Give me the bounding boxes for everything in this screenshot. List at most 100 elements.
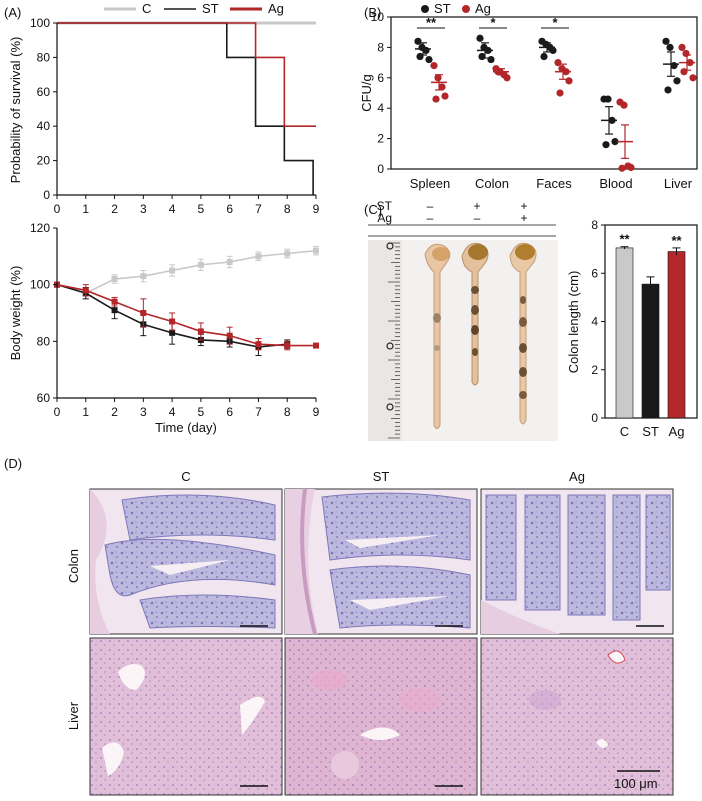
- cfu-sig-label-colon: *: [490, 15, 496, 30]
- stool-st-4: [472, 348, 478, 356]
- bodyweight-line-c: [56, 249, 317, 295]
- ruler-number-bottom: [386, 403, 394, 411]
- legend-label-c: C: [142, 1, 151, 16]
- bodyweight-point-ag-4: [169, 318, 176, 325]
- cfu-point-ag-liver-0: [678, 43, 686, 52]
- cfu-point-st-liver-0: [662, 37, 670, 45]
- survival-xtick-label-9: 9: [313, 202, 320, 216]
- panel-label-c: (C): [364, 202, 382, 217]
- survival-xtick-label-4: 4: [169, 202, 176, 216]
- stool-ag-4: [519, 367, 527, 377]
- cfu-point-ag-spleen-0: [430, 62, 438, 70]
- legend-label-cfu-st: ST: [434, 1, 451, 16]
- cfu-point-ag-spleen-3: [441, 92, 449, 100]
- bodyweight-xtick-label-3: 3: [140, 405, 147, 419]
- legend-cfu: ST Ag: [421, 1, 491, 16]
- histology-row-label-liver: Liver: [66, 701, 81, 730]
- cfu-point-ag-spleen-2: [438, 83, 446, 91]
- cfu-point-st-liver-4: [664, 86, 672, 94]
- panel-label-b: (B): [364, 5, 381, 20]
- cfu-point-st-blood-4: [602, 141, 610, 149]
- cfu-point-st-faces-4: [540, 52, 548, 61]
- cfu-ytick-label-0: 0: [377, 162, 384, 176]
- legend-label-ag: Ag: [268, 1, 284, 16]
- colon-length-sig-ag: **: [671, 233, 682, 248]
- cfu-point-st-blood-3: [611, 138, 619, 146]
- bodyweight-point-c-3: [140, 273, 147, 280]
- cfu-xtick-label-liver: Liver: [664, 176, 693, 191]
- cecum-c: [432, 247, 450, 261]
- bodyweight-point-ag-8: [284, 342, 291, 349]
- bodyweight-point-c-6: [226, 259, 233, 265]
- colon-length-chart: 0 2 4 6 8 ** ** C ST Ag Colon length (cm): [566, 218, 698, 439]
- survival-ytick-label-80: 80: [37, 50, 51, 64]
- stool-c-2: [434, 345, 440, 351]
- bodyweight-point-ag-2: [111, 298, 118, 305]
- cecum-ag: [515, 244, 535, 260]
- treatment-mark-ag-0: –: [427, 211, 434, 225]
- colon-length-bar-ag: [667, 251, 686, 419]
- bodyweight-point-c-5: [197, 261, 204, 268]
- colon-length-xtick-label-ag: Ag: [669, 424, 685, 439]
- bodyweight-point-ag-1: [82, 287, 89, 294]
- survival-xtick-label-8: 8: [284, 202, 291, 216]
- treatment-row-label-ag: Ag: [377, 211, 392, 225]
- colon-length-ytick-label-2: 2: [591, 363, 598, 377]
- ruler: [368, 240, 402, 441]
- survival-xtick-label-6: 6: [226, 202, 233, 216]
- cfu-xtick-label-faces: Faces: [536, 176, 572, 191]
- bodyweight-xtick-label-8: 8: [284, 405, 291, 419]
- bodyweight-xtick-label-0: 0: [54, 405, 61, 419]
- cfu-point-ag-liver-1: [682, 49, 690, 58]
- bodyweight-point-ag-6: [226, 332, 233, 339]
- survival-ytick-label-0: 0: [43, 188, 50, 202]
- cfu-point-ag-spleen-1: [434, 74, 442, 82]
- treatment-mark-ag-2: +: [520, 211, 527, 225]
- cfu-ytick-label-10: 10: [371, 10, 385, 24]
- bodyweight-xtick-label-7: 7: [255, 405, 262, 419]
- bodyweight-ytick-label-120: 120: [30, 221, 50, 235]
- legend-label-cfu-ag: Ag: [475, 1, 491, 16]
- cfu-ytick-label-8: 8: [377, 40, 384, 54]
- stool-st-1: [471, 286, 479, 294]
- stool-st-3: [471, 325, 479, 335]
- survival-xtick-label-2: 2: [111, 202, 118, 216]
- bodyweight-xtick-label-6: 6: [226, 405, 233, 419]
- bodyweight-ytick-label-60: 60: [37, 391, 51, 405]
- histology-liver-ag: 100 μm: [480, 637, 674, 796]
- treatment-mark-ag-1: –: [474, 211, 481, 225]
- bodyweight-xtick-label-4: 4: [169, 405, 176, 419]
- treatment-mark-st-1: +: [473, 199, 480, 213]
- stool-ag-5: [519, 391, 527, 399]
- bodyweight-y-label: Body weight (%): [8, 266, 23, 361]
- panel-label-a: (A): [4, 5, 21, 20]
- bodyweight-xtick-label-1: 1: [82, 405, 89, 419]
- histology-row-label-colon: Colon: [66, 549, 81, 583]
- survival-ytick-label-40: 40: [37, 119, 51, 133]
- cfu-ytick-label-4: 4: [377, 101, 384, 115]
- ruler-number-top: [386, 242, 394, 250]
- colon-length-ytick-label-6: 6: [591, 266, 598, 280]
- cfu-point-st-spleen-0: [414, 37, 422, 45]
- histology-col-label-c: C: [181, 469, 190, 484]
- colon-photo: [368, 240, 558, 441]
- colon-length-y-label: Colon length (cm): [566, 271, 581, 374]
- legend-label-st: ST: [202, 1, 219, 16]
- cfu-point-ag-blood-4: [618, 164, 626, 172]
- colon-length-bar-st: [641, 283, 660, 419]
- cfu-ytick-label-6: 6: [377, 71, 384, 85]
- panel-label-d: (D): [4, 456, 22, 471]
- survival-xtick-label-3: 3: [140, 202, 147, 216]
- cfu-point-st-liver-3: [673, 77, 681, 85]
- survival-xtick-label-5: 5: [198, 202, 205, 216]
- bodyweight-ytick-label-80: 80: [37, 334, 51, 348]
- cfu-sig-label-faces: *: [552, 15, 558, 30]
- bodyweight-point-st-4: [169, 329, 176, 336]
- cfu-point-st-liver-1: [666, 43, 674, 52]
- cfu-point-ag-faces-4: [556, 89, 564, 97]
- ruler-number-middle: [386, 342, 394, 350]
- cfu-point-ag-blood-1: [620, 101, 628, 109]
- histology-liver-c: [89, 637, 283, 796]
- bodyweight-point-ag-5: [197, 328, 204, 335]
